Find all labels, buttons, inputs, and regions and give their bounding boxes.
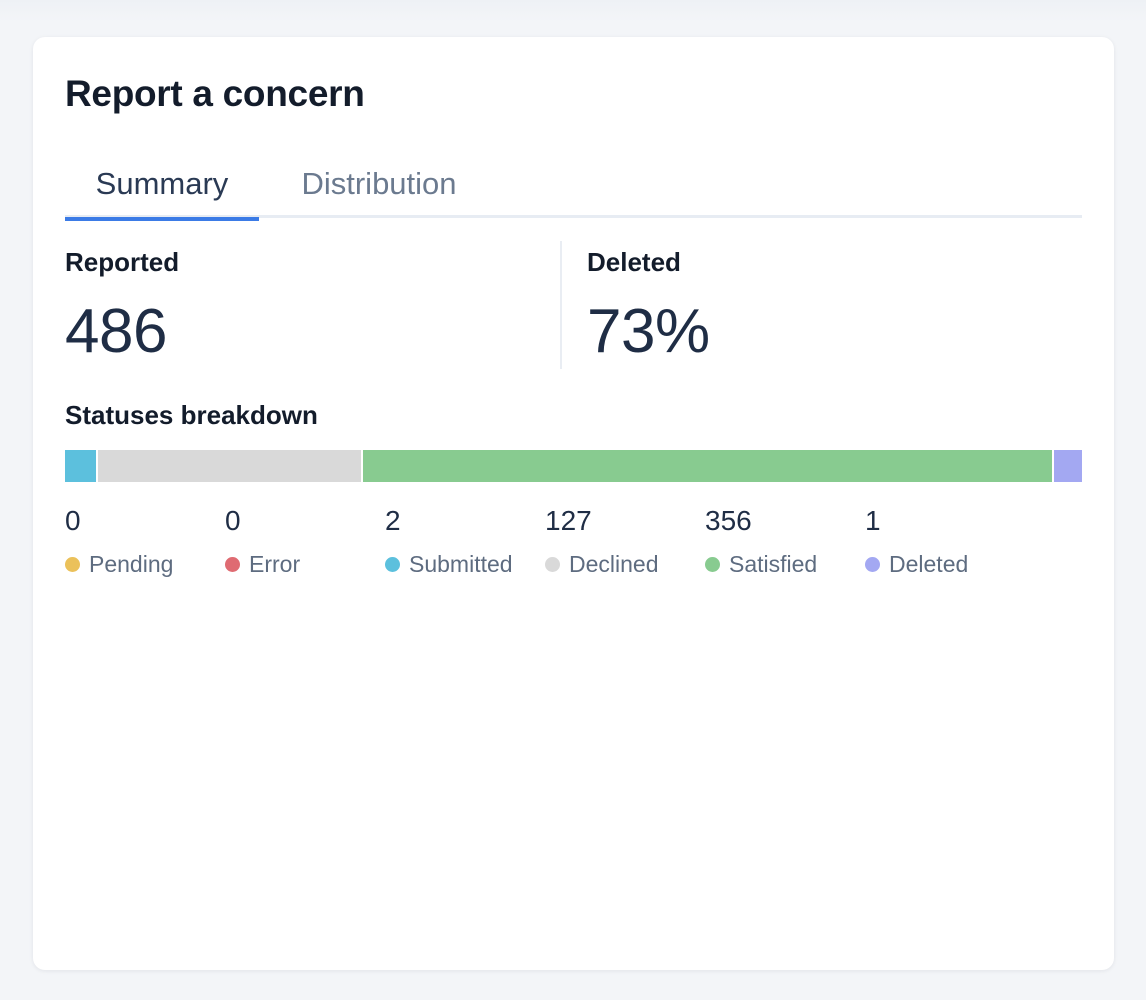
legend-label: Deleted xyxy=(889,551,969,577)
legend-dot-icon xyxy=(705,557,720,572)
reported-label: Reported xyxy=(65,247,180,277)
tab-distribution[interactable]: Distribution xyxy=(301,166,457,201)
statuses-breakdown-bar xyxy=(65,450,1082,482)
deleted-value: 73% xyxy=(587,297,710,366)
legend-dot-icon xyxy=(385,557,400,572)
reported-value: 486 xyxy=(65,297,167,366)
report-concern-card: Report a concern Summary Distribution Re… xyxy=(33,37,1114,970)
legend-item-error: 0 Error xyxy=(225,505,385,578)
legend-count: 127 xyxy=(545,505,592,536)
legend-item-pending: 0 Pending xyxy=(65,505,225,578)
bar-segment-satisfied xyxy=(361,450,1052,482)
legend-item-deleted: 1 Deleted xyxy=(865,505,1025,578)
legend-label: Declined xyxy=(569,551,659,577)
deleted-stat: Deleted 73% xyxy=(587,247,710,367)
legend-count: 2 xyxy=(385,505,401,536)
legend-label: Satisfied xyxy=(729,551,818,577)
legend-label: Error xyxy=(249,551,301,577)
tab-bar: Summary Distribution xyxy=(65,161,1082,221)
legend-item-declined: 127 Declined xyxy=(545,505,705,578)
legend-dot-icon xyxy=(545,557,560,572)
statuses-breakdown-title: Statuses breakdown xyxy=(65,400,318,430)
bar-segment-submitted xyxy=(65,450,96,482)
legend-item-submitted: 2 Submitted xyxy=(385,505,545,578)
stat-divider xyxy=(560,241,562,369)
legend-count: 356 xyxy=(705,505,752,536)
reported-stat: Reported 486 xyxy=(65,247,179,367)
legend-count: 0 xyxy=(65,505,81,536)
legend-count: 1 xyxy=(865,505,881,536)
card-title: Report a concern xyxy=(65,73,365,114)
legend-item-satisfied: 356 Satisfied xyxy=(705,505,865,578)
legend-count: 0 xyxy=(225,505,241,536)
legend-dot-icon xyxy=(65,557,80,572)
legend-label: Pending xyxy=(89,551,174,577)
statuses-legend: 0 Pending 0 Error 2 Submitted 127 Declined 356 Sa… xyxy=(65,505,1082,595)
bar-segment-deleted xyxy=(1051,450,1082,482)
legend-label: Submitted xyxy=(409,551,513,577)
top-strip xyxy=(0,0,1146,22)
legend-dot-icon xyxy=(225,557,240,572)
tab-summary[interactable]: Summary xyxy=(65,161,259,221)
bar-segment-declined xyxy=(95,450,362,482)
deleted-label: Deleted xyxy=(587,247,681,277)
legend-dot-icon xyxy=(865,557,880,572)
